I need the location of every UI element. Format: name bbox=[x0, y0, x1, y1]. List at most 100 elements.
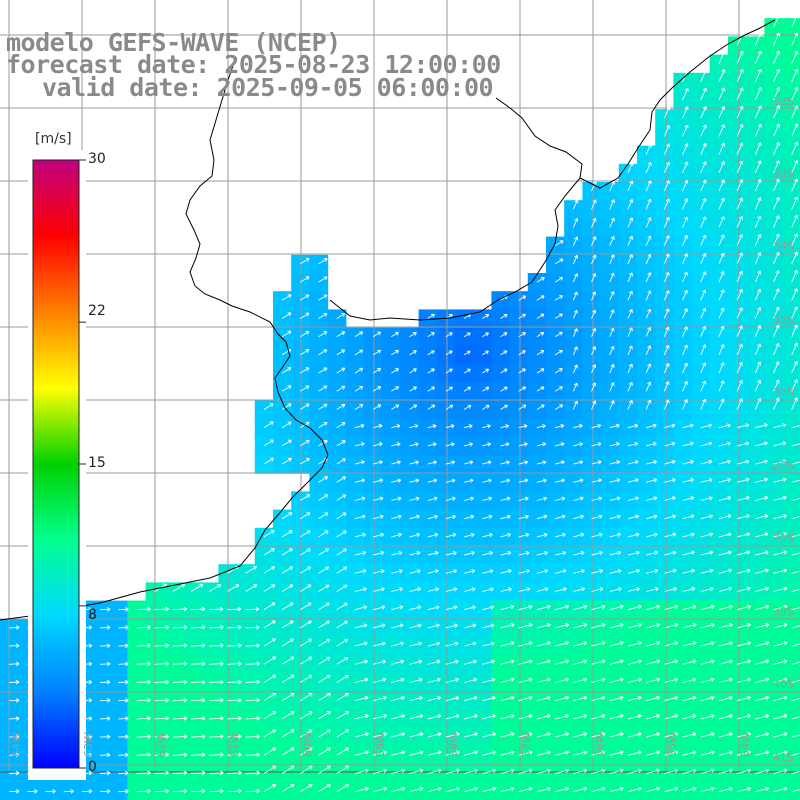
wind-arrow bbox=[609, 550, 622, 556]
wind-arrow bbox=[609, 478, 621, 483]
wind-arrow bbox=[700, 550, 714, 556]
wind-arrow bbox=[645, 363, 652, 374]
wind-arrow bbox=[609, 199, 615, 210]
wind-arrow bbox=[154, 752, 169, 757]
wind-arrow bbox=[609, 272, 615, 283]
wind-arrow bbox=[536, 587, 549, 592]
coastline bbox=[0, 19, 776, 621]
wind-arrow bbox=[300, 349, 310, 356]
wind-arrow bbox=[718, 307, 725, 319]
wind-arrow bbox=[536, 496, 547, 501]
latitude-label: 40S bbox=[773, 678, 794, 691]
wind-arrow bbox=[755, 604, 770, 611]
wind-arrow bbox=[791, 196, 799, 210]
wind-arrow bbox=[645, 345, 652, 356]
wind-arrow bbox=[463, 677, 478, 683]
wind-arrow bbox=[281, 530, 293, 538]
wind-arrow bbox=[645, 253, 652, 265]
wind-arrow bbox=[518, 368, 526, 374]
wind-arrow bbox=[209, 770, 224, 776]
wind-arrow bbox=[354, 659, 368, 665]
wind-arrow bbox=[718, 677, 733, 683]
wind-arrow bbox=[718, 477, 732, 483]
wind-arrow bbox=[191, 716, 206, 721]
wind-arrow bbox=[754, 270, 762, 283]
wind-arrow bbox=[81, 789, 93, 794]
wind-cell bbox=[782, 655, 800, 674]
wind-arrow bbox=[664, 732, 679, 738]
wind-arrow bbox=[391, 786, 406, 793]
wind-arrow bbox=[409, 386, 417, 392]
wind-arrow bbox=[791, 516, 800, 520]
wind-arrow bbox=[700, 216, 707, 228]
wind-arrow bbox=[100, 607, 111, 612]
wind-arrow bbox=[536, 659, 551, 665]
wind-cell bbox=[582, 182, 602, 201]
wind-arrow bbox=[391, 532, 403, 538]
wind-arrow bbox=[718, 362, 725, 374]
wind-arrow bbox=[518, 677, 533, 683]
wind-arrow bbox=[209, 734, 224, 739]
wind-arrow bbox=[718, 732, 733, 738]
wind-cell bbox=[673, 236, 693, 256]
wind-cell bbox=[764, 218, 784, 238]
wind-arrow bbox=[172, 697, 188, 703]
wind-arrow bbox=[300, 385, 310, 392]
wind-arrow bbox=[572, 273, 578, 283]
wind-cell bbox=[655, 145, 674, 165]
wind-cell bbox=[564, 218, 583, 238]
wind-cell bbox=[582, 254, 602, 274]
wind-cell bbox=[709, 364, 729, 383]
wind-arrow bbox=[718, 514, 732, 520]
wind-arrow bbox=[718, 325, 725, 337]
wind-arrow bbox=[118, 643, 129, 648]
wind-arrow bbox=[518, 713, 533, 720]
wind-arrow bbox=[736, 87, 744, 101]
wind-cell bbox=[782, 163, 800, 183]
wind-arrow bbox=[100, 752, 111, 758]
wind-arrow bbox=[791, 14, 799, 28]
wind-arrow bbox=[227, 625, 242, 630]
wind-arrow bbox=[591, 713, 606, 720]
wind-arrow bbox=[554, 732, 570, 738]
wind-cell bbox=[782, 127, 800, 147]
wind-arrow bbox=[482, 605, 495, 611]
wind-arrow bbox=[336, 422, 346, 429]
wind-arrow bbox=[700, 344, 707, 356]
wind-arrow bbox=[300, 312, 310, 319]
wind-arrow bbox=[627, 235, 634, 246]
wind-arrow bbox=[281, 294, 292, 301]
wind-arrow bbox=[482, 514, 493, 520]
wind-arrow bbox=[663, 271, 670, 283]
wind-arrow bbox=[591, 659, 606, 665]
wind-arrow bbox=[554, 404, 564, 410]
wind-arrow bbox=[391, 350, 399, 356]
latitude-label: 37S bbox=[773, 459, 794, 472]
wind-cell bbox=[673, 364, 693, 383]
wind-cell bbox=[637, 145, 656, 165]
wind-arrow bbox=[445, 786, 460, 793]
wind-arrow bbox=[572, 291, 578, 301]
wind-arrow bbox=[191, 734, 206, 739]
wind-cell bbox=[582, 218, 602, 238]
wind-cell bbox=[746, 109, 765, 128]
longitude-label: 60W bbox=[301, 732, 314, 757]
wind-arrow bbox=[391, 496, 402, 501]
wind-arrow bbox=[63, 789, 74, 794]
wind-arrow bbox=[463, 368, 471, 374]
wind-arrow bbox=[154, 734, 169, 739]
wind-arrow bbox=[245, 661, 260, 666]
wind-arrow bbox=[718, 50, 726, 64]
wind-arrow bbox=[682, 750, 697, 756]
wind-cell bbox=[600, 400, 620, 420]
wind-arrow bbox=[9, 661, 20, 667]
wind-arrow bbox=[718, 142, 726, 155]
wind-arrow bbox=[372, 423, 383, 429]
wind-arrow bbox=[372, 659, 387, 665]
wind-arrow bbox=[482, 768, 497, 774]
wind-arrow bbox=[536, 424, 546, 429]
wind-arrow bbox=[300, 656, 313, 665]
wind-arrow bbox=[536, 569, 549, 574]
wind-arrow bbox=[591, 478, 602, 483]
wind-cell bbox=[655, 382, 674, 401]
